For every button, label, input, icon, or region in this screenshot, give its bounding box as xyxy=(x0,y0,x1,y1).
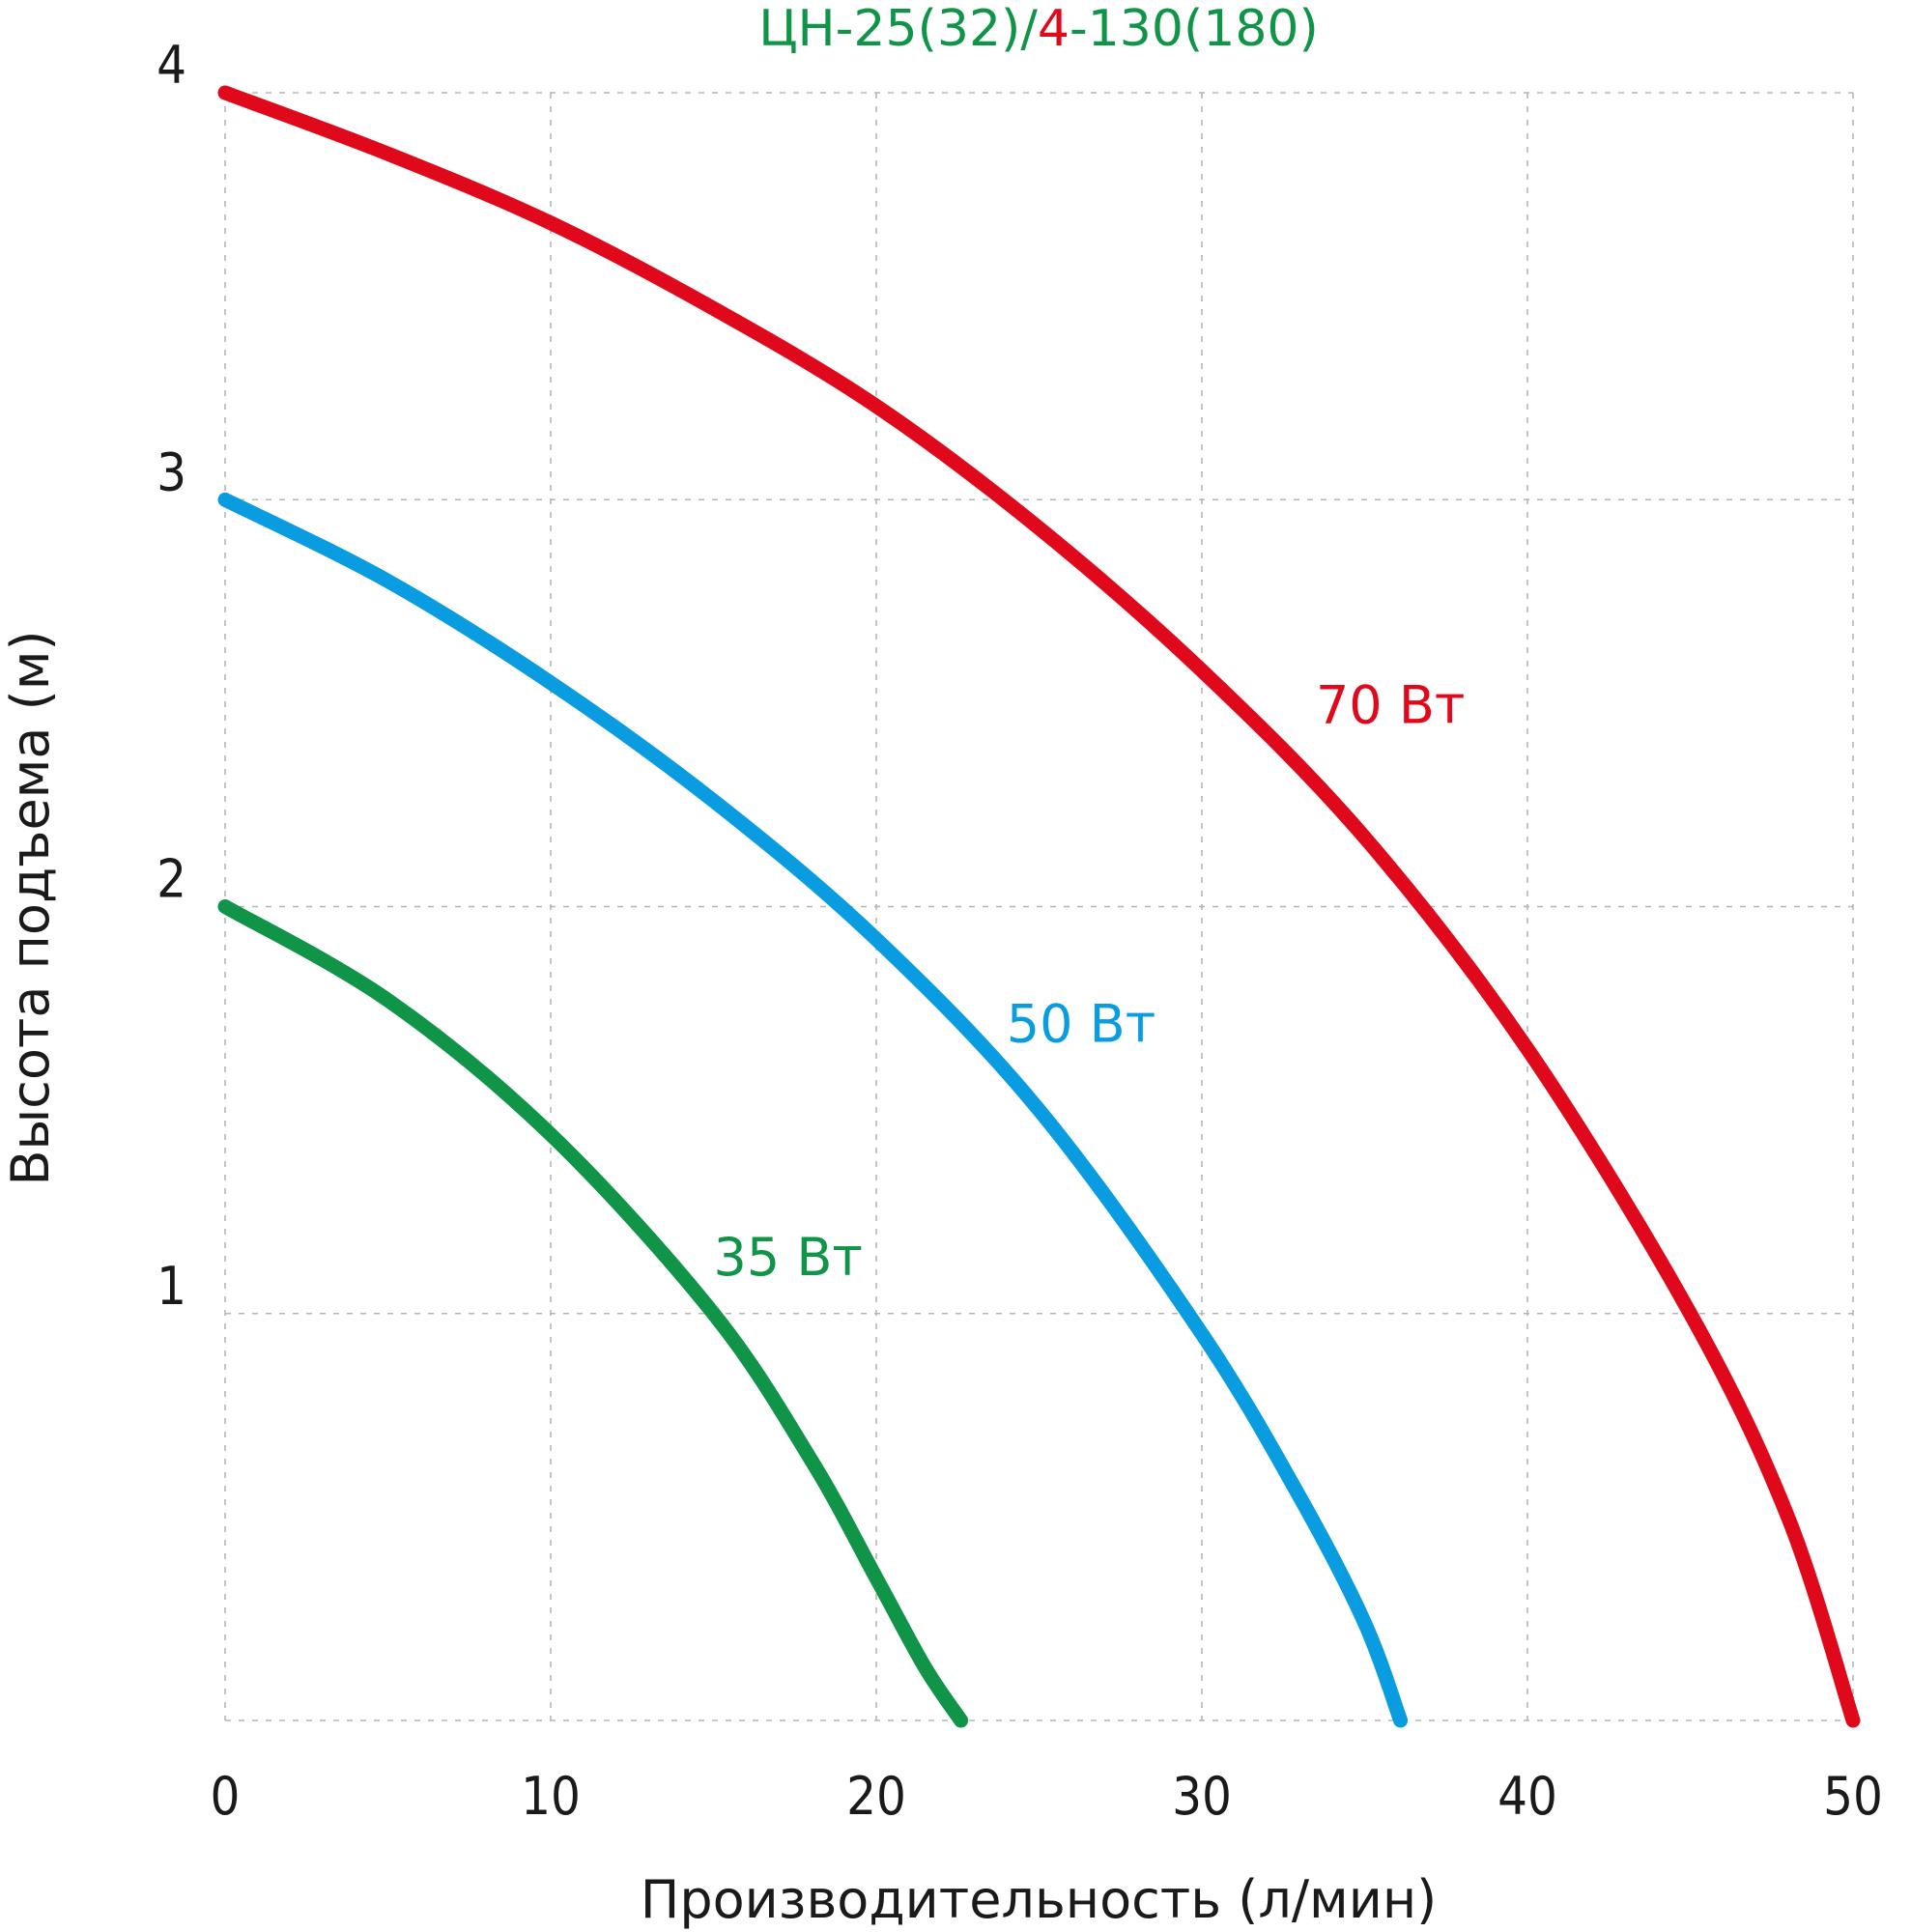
x-tick-label: 0 xyxy=(211,1766,241,1827)
series-line-70-Вт xyxy=(217,85,1861,1728)
series-labels: 35 Вт 50 Вт 70 Вт xyxy=(714,674,1466,1287)
x-tick-label: 20 xyxy=(846,1766,906,1827)
series-line-35-Вт xyxy=(217,899,969,1728)
series-label: 50 Вт xyxy=(1007,994,1155,1055)
y-tick-label: 1 xyxy=(157,1256,186,1317)
grid xyxy=(224,92,1854,1721)
y-tick-label: 3 xyxy=(157,441,186,502)
x-tick-labels: 0 10 20 30 40 50 xyxy=(211,1766,1883,1827)
x-tick-label: 10 xyxy=(521,1766,581,1827)
chart-title-part-0: ЦН-25(32)/ xyxy=(758,0,1038,58)
chart-title: ЦН-25(32)/4-130(180) xyxy=(758,0,1319,58)
x-tick-label: 30 xyxy=(1172,1766,1232,1827)
y-tick-label: 4 xyxy=(157,35,186,96)
series-line-50-Вт xyxy=(217,492,1409,1728)
chart-title-part-2: -130(180) xyxy=(1070,0,1319,58)
y-tick-label: 2 xyxy=(157,849,186,910)
y-tick-labels: 1 2 3 4 xyxy=(157,35,186,1317)
x-axis-label: Производительность (л/мин) xyxy=(641,1869,1438,1930)
x-tick-label: 50 xyxy=(1823,1766,1883,1827)
curves xyxy=(217,85,1861,1728)
series-label: 35 Вт xyxy=(714,1227,863,1288)
chart-title-part-1: 4 xyxy=(1038,0,1070,58)
x-tick-label: 40 xyxy=(1497,1766,1557,1827)
y-axis-label: Высота подъема (м) xyxy=(0,630,61,1185)
series-label: 70 Вт xyxy=(1316,674,1465,735)
